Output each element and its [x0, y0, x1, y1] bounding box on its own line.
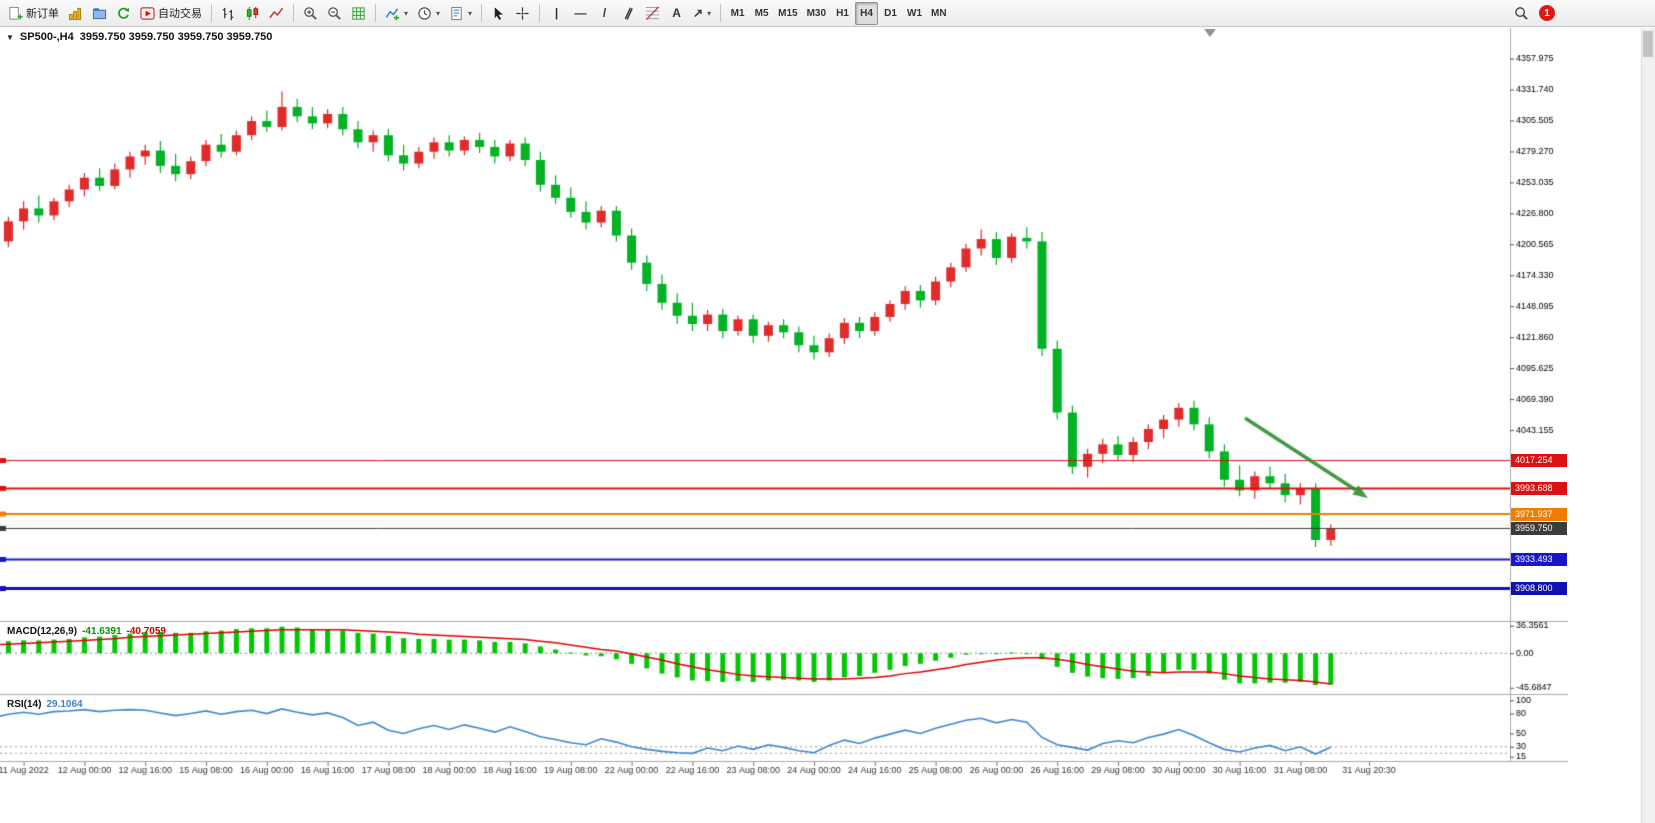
profiles-folder-icon [92, 7, 107, 19]
fibonacci-icon [645, 6, 660, 20]
chart-symbol-period: SP500-,H4 [19, 31, 74, 43]
current-price-badge: 3959.750 [1511, 521, 1567, 535]
timeframe-d1-button[interactable]: D1 [879, 2, 902, 25]
horizontal-line-icon: — [574, 6, 587, 20]
timeframe-menu-button[interactable]: ▾ [413, 2, 444, 25]
clock-icon [418, 6, 431, 20]
chevron-down-icon: ▾ [404, 8, 409, 18]
toolbar-separator [539, 4, 541, 22]
charts-button[interactable] [64, 2, 87, 25]
autotrade-icon [140, 6, 155, 20]
toolbar-separator [720, 4, 722, 22]
arrows-tool-button[interactable]: ↗ ▾ [689, 2, 715, 25]
search-icon [1515, 6, 1528, 20]
crosshair-icon [516, 6, 529, 20]
rsi-name: RSI(14) [7, 699, 42, 710]
ohlc-bars-icon [222, 7, 234, 20]
vertical-line-icon: | [554, 6, 559, 20]
price-level-badge[interactable]: 3908.800 [1511, 582, 1567, 596]
indicators-icon [385, 7, 400, 20]
cursor-tool-button[interactable] [487, 2, 510, 25]
macd-signal-value: -40.7059 [126, 626, 166, 637]
price-level-badge[interactable]: 3933.493 [1511, 552, 1567, 566]
templates-button[interactable]: ▾ [445, 2, 476, 25]
chevron-down-icon: ▾ [468, 8, 473, 18]
bar-chart-yellow-icon [68, 7, 82, 20]
text-tool-button[interactable]: A [665, 2, 688, 25]
trendline-icon: / [602, 6, 607, 20]
candlestick-chart-button[interactable] [241, 2, 264, 25]
grid-toggle-button[interactable] [347, 2, 370, 25]
timeframe-m1-button[interactable]: M1 [726, 2, 749, 25]
price-level-badge[interactable]: 4017.254 [1511, 454, 1567, 468]
zoom-in-button[interactable] [299, 2, 322, 25]
chart-ohlc-values: 3959.750 3959.750 3959.750 3959.750 [79, 31, 273, 43]
new-order-icon [9, 6, 23, 20]
timeframe-h1-button[interactable]: H1 [831, 2, 854, 25]
profiles-button[interactable] [88, 2, 111, 25]
timeframe-m15-button[interactable]: M15 [774, 2, 801, 25]
grid-icon [352, 6, 365, 20]
chevron-down-icon: ▾ [707, 8, 712, 18]
toolbar-separator [375, 4, 376, 22]
chevron-down-icon: ▾ [436, 8, 441, 18]
autotrade-label: 自动交易 [158, 8, 202, 20]
line-chart-button[interactable] [265, 2, 288, 25]
time-axis[interactable] [0, 761, 1510, 779]
candlestick-icon [246, 6, 259, 20]
zoom-out-icon [328, 6, 341, 20]
indicators-button[interactable]: ▾ [381, 2, 412, 25]
rsi-value: 29.1064 [46, 699, 83, 710]
toolbar-separator [293, 4, 294, 22]
template-icon [451, 6, 462, 20]
refresh-icon [118, 7, 129, 19]
bar-chart-button[interactable] [217, 2, 240, 25]
refresh-button[interactable] [112, 2, 135, 25]
channel-icon: ∥ [622, 5, 635, 21]
new-order-label: 新订单 [26, 8, 59, 20]
arrow-tool-icon: ↗ [693, 6, 704, 20]
notification-badge[interactable]: 1 [1539, 5, 1555, 21]
new-order-button[interactable]: 新订单 [4, 2, 63, 25]
crosshair-tool-button[interactable] [511, 2, 534, 25]
timeframe-mn-button[interactable]: MN [927, 2, 951, 25]
trendline-tool-button[interactable]: / [593, 2, 616, 25]
timeframe-m5-button[interactable]: M5 [750, 2, 773, 25]
rsi-indicator-label: RSI(14) 29.1064 [7, 699, 88, 710]
toolbar-separator [211, 4, 212, 22]
toolbar-right-group: 1 [1510, 2, 1651, 25]
fibonacci-tool-button[interactable] [641, 2, 664, 25]
vertical-scrollbar[interactable] [1641, 28, 1655, 823]
macd-indicator-label: MACD(12,26,9) -41.6391 -40.7059 [7, 626, 171, 637]
channel-tool-button[interactable]: ∥ [617, 2, 640, 25]
cursor-icon [494, 6, 503, 20]
timeframe-m30-button[interactable]: M30 [803, 2, 830, 25]
timeframe-h4-button[interactable]: H4 [855, 1, 879, 25]
toolbar-separator [481, 4, 483, 22]
price-level-badge[interactable]: 3971.937 [1511, 507, 1567, 521]
horizontal-line-tool-button[interactable]: — [569, 2, 592, 25]
macd-name: MACD(12,26,9) [7, 626, 78, 637]
main-toolbar: 新订单 自动交易 ▾ ▾ ▾ [0, 0, 1655, 27]
text-tool-icon: A [672, 6, 681, 20]
one-click-trading-toggle[interactable]: ▼ [6, 32, 14, 42]
macd-main-value: -41.6391 [82, 626, 122, 637]
vertical-line-tool-button[interactable]: | [545, 2, 568, 25]
price-axis[interactable] [1510, 28, 1568, 761]
zoom-in-icon [304, 6, 317, 20]
autotrade-button[interactable]: 自动交易 [136, 2, 206, 25]
line-chart-icon [269, 7, 284, 18]
search-button[interactable] [1510, 2, 1533, 25]
price-level-badge[interactable]: 3993.688 [1511, 481, 1567, 495]
chart-header: ▼ SP500-,H4 3959.750 3959.750 3959.750 3… [6, 31, 272, 43]
timeframe-w1-button[interactable]: W1 [903, 2, 926, 25]
zoom-out-button[interactable] [323, 2, 346, 25]
